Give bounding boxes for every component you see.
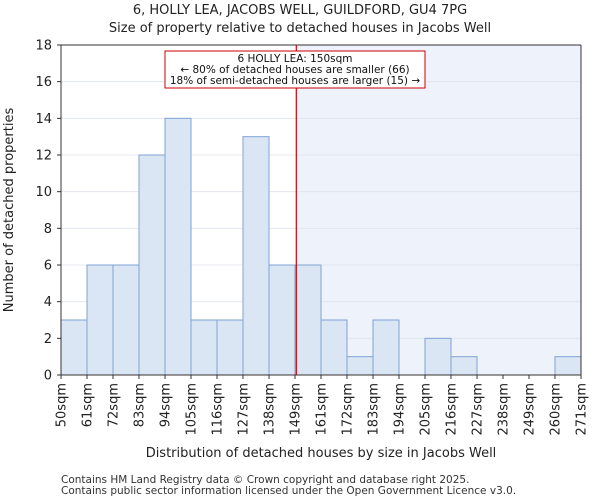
y-tick-label: 10 (35, 185, 52, 200)
x-axis-label: Distribution of detached houses by size … (146, 446, 497, 461)
x-tick-label: 72sqm (107, 383, 122, 427)
x-tick-label: 183sqm (367, 383, 382, 436)
bar-15 (450, 356, 478, 376)
y-tick-label: 14 (35, 112, 52, 127)
bar-9 (294, 264, 322, 376)
x-tick-label: 194sqm (393, 383, 408, 436)
y-axis-label: Number of detached properties (2, 108, 17, 313)
y-tick-label: 18 (35, 39, 52, 54)
bar-12 (372, 319, 400, 376)
x-tick-label: 205sqm (419, 383, 434, 436)
footer-copyright: Contains HM Land Registry data © Crown c… (61, 474, 470, 486)
bar-8 (268, 264, 296, 376)
x-tick-label: 227sqm (471, 383, 486, 436)
x-tick-label: 94sqm (159, 383, 174, 427)
bar-1 (86, 264, 114, 376)
y-tick-label: 2 (44, 332, 52, 347)
y-tick-label: 0 (44, 369, 52, 384)
bar-0 (60, 319, 88, 376)
bar-19 (554, 356, 582, 376)
bar-6 (216, 319, 244, 376)
bar-3 (138, 154, 166, 376)
x-tick-label: 138sqm (263, 383, 278, 436)
annotation-box (164, 50, 426, 89)
bar-5 (190, 319, 218, 376)
bar-14 (424, 337, 452, 376)
x-tick-label: 271sqm (575, 383, 590, 436)
annotation-line1: 6 HOLLY LEA: 150sqm (238, 53, 353, 65)
bar-7 (242, 136, 270, 376)
chart-title: 6, HOLLY LEA, JACOBS WELL, GUILDFORD, GU… (132, 3, 468, 18)
x-tick-label: 238sqm (497, 383, 512, 436)
chart-subtitle: Size of property relative to detached ho… (108, 21, 492, 36)
x-tick-label: 161sqm (315, 383, 330, 436)
y-tick-label: 8 (44, 222, 52, 237)
x-tick-label: 61sqm (81, 383, 96, 427)
x-tick-label: 50sqm (55, 383, 70, 427)
x-tick-label: 105sqm (185, 383, 200, 436)
y-tick-label: 12 (35, 149, 52, 164)
annotation-line2: ← 80% of detached houses are smaller (66… (180, 64, 409, 76)
bar-10 (320, 319, 348, 376)
x-tick-label: 172sqm (341, 383, 356, 436)
bar-4 (164, 117, 192, 376)
x-tick-label: 249sqm (523, 383, 538, 436)
x-tick-label: 149sqm (289, 383, 304, 436)
bar-2 (112, 264, 140, 376)
x-tick-label: 116sqm (211, 383, 226, 436)
y-tick-label: 16 (35, 75, 52, 90)
footer-licence: Contains public sector information licen… (61, 485, 517, 497)
x-tick-label: 83sqm (133, 383, 148, 427)
y-tick-label: 4 (44, 295, 52, 310)
x-tick-label: 260sqm (549, 383, 564, 436)
annotation-line3: 18% of semi-detached houses are larger (… (170, 75, 421, 87)
x-tick-label: 216sqm (445, 383, 460, 436)
bar-11 (346, 356, 374, 376)
y-tick-label: 6 (44, 259, 52, 274)
x-tick-label: 127sqm (237, 383, 252, 436)
